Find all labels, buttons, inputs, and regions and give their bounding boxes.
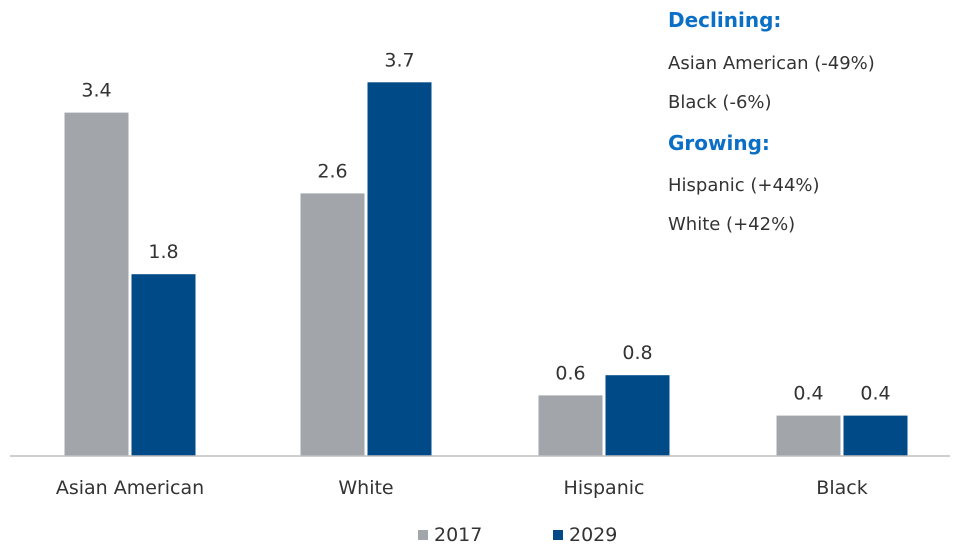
value-label: 3.4 (81, 80, 111, 102)
growing-item: White (+42%) (668, 214, 796, 235)
bar-white-2029 (367, 82, 432, 457)
declining-item: Black (-6%) (668, 92, 772, 113)
value-label: 0.4 (860, 383, 890, 405)
legend-swatch-2017 (418, 530, 428, 540)
value-label: 0.4 (793, 383, 823, 405)
category-label: Hispanic (564, 477, 645, 499)
growing-item: Hispanic (+44%) (668, 175, 820, 196)
bar-hispanic-2029 (605, 375, 670, 456)
bar-white-2017 (300, 193, 365, 456)
legend-item-2017: 2017 (418, 524, 482, 546)
category-label: Black (816, 477, 867, 499)
value-label: 0.6 (555, 362, 585, 384)
category-label: White (338, 477, 393, 499)
legend: 2017 2029 (0, 524, 962, 550)
growing-heading: Growing: (668, 131, 770, 155)
bar-asian-american-2017 (64, 112, 129, 456)
category-label: Asian American (56, 477, 204, 499)
declining-item: Asian American (-49%) (668, 53, 875, 74)
legend-item-2029: 2029 (553, 524, 617, 546)
value-label: 3.7 (384, 49, 414, 71)
value-labels-group: 3.4 1.8 2.6 3.7 0.6 0.8 0.4 0.4 (81, 49, 890, 404)
bars-group (64, 82, 908, 457)
value-label: 1.8 (148, 241, 178, 263)
bar-black-2029 (843, 415, 908, 456)
bar-hispanic-2017 (538, 395, 603, 456)
bar-asian-american-2029 (131, 274, 196, 456)
bar-black-2017 (776, 415, 841, 456)
category-labels-group: Asian American White Hispanic Black (56, 477, 868, 499)
legend-label-2017: 2017 (434, 524, 483, 546)
legend-label-2029: 2029 (569, 524, 618, 546)
value-label: 0.8 (622, 342, 652, 364)
value-label: 2.6 (317, 160, 347, 182)
legend-swatch-2029 (553, 530, 563, 540)
declining-heading: Declining: (668, 8, 782, 32)
